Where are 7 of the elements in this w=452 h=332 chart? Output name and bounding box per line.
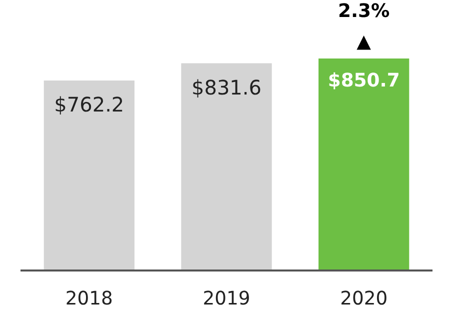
x-tick-label: 2018 — [65, 288, 113, 310]
annotation: 2.3% ▲ — [338, 1, 390, 52]
x-tick-label: 2019 — [202, 288, 250, 310]
data-label: $850.7 — [328, 70, 400, 92]
x-tick-label: 2020 — [340, 288, 388, 310]
data-label: $831.6 — [192, 75, 262, 100]
data-label: $762.2 — [54, 92, 124, 117]
